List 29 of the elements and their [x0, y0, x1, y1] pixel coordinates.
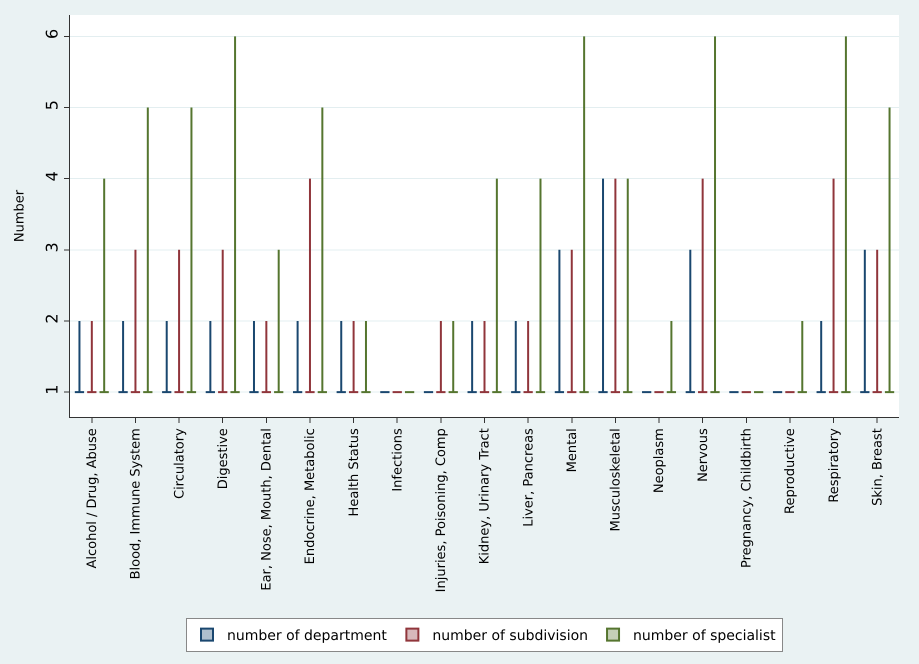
- y-tick-label: 6: [42, 28, 62, 40]
- y-tick-label: 2: [42, 313, 62, 324]
- legend-label: number of department: [227, 628, 388, 644]
- y-tick-label: 1: [42, 384, 62, 395]
- x-tick-label: Kidney, Urinary Tract: [478, 428, 493, 564]
- x-tick-label: Endocrine, Metabolic: [303, 428, 318, 564]
- x-tick-label: Neoplasm: [652, 428, 668, 494]
- x-tick-label: Blood, Immune System: [128, 428, 144, 580]
- x-tick-label: Injuries, Poisoning, Comp: [434, 428, 450, 592]
- x-tick-label: Alcohol / Drug, Abuse: [85, 428, 100, 569]
- x-tick-label: Circulatory: [172, 428, 188, 500]
- x-tick-label: Nervous: [696, 428, 711, 482]
- legend-label: number of specialist: [633, 628, 776, 644]
- x-tick-label: Pregnancy, Childbirth: [740, 428, 755, 568]
- y-tick-label: 3: [42, 242, 62, 252]
- x-tick-label: Liver, Pancreas: [521, 428, 536, 527]
- x-tick-label: Skin, Breast: [870, 428, 886, 506]
- y-axis-title: Number: [12, 189, 28, 242]
- legend-label: number of subdivision: [432, 628, 588, 644]
- x-tick-label: Mental: [564, 428, 580, 472]
- x-tick-label: Musculoskeletal: [608, 428, 624, 532]
- x-tick-label: Health Status: [346, 428, 362, 516]
- x-tick-label: Respiratory: [826, 428, 842, 503]
- x-tick-label: Reproductive: [783, 428, 798, 514]
- x-tick-label: Ear, Nose, Mouth, Dental: [260, 428, 275, 591]
- x-tick-label: Digestive: [216, 428, 231, 490]
- y-tick-label: 5: [42, 100, 62, 110]
- y-tick-label: 4: [42, 171, 62, 182]
- x-tick-label: Infections: [390, 428, 406, 492]
